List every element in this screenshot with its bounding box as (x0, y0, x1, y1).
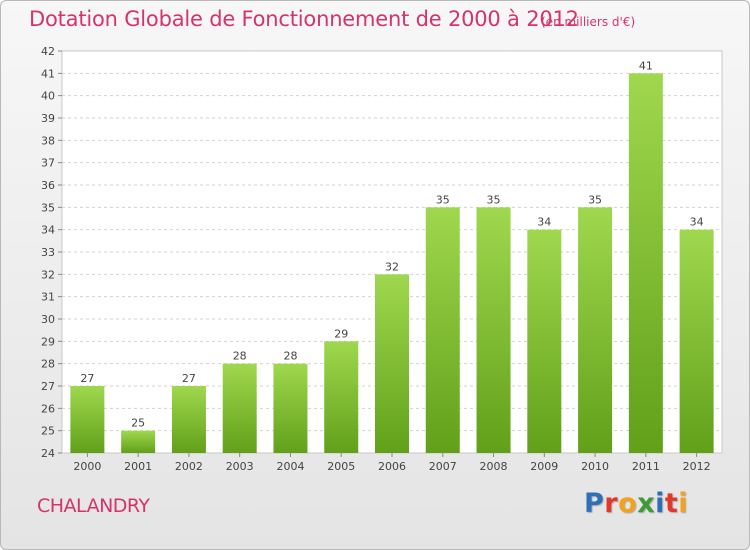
chart-title: Dotation Globale de Fonctionnement de 20… (29, 7, 579, 31)
bars: 27 25 27 28 28 29 32 35 35 34 35 41 34 (70, 59, 714, 453)
y-tick-label: 32 (41, 268, 55, 281)
proxiti-logo: Proxiti (584, 488, 688, 519)
bar (375, 274, 409, 453)
bar (70, 386, 105, 453)
x-tick-label: 2001 (124, 460, 152, 473)
logo-letter: t (664, 488, 679, 519)
logo-letter: x (637, 488, 656, 519)
y-tick-label: 29 (41, 335, 55, 348)
commune-name: CHALANDRY (37, 495, 150, 517)
data-label: 41 (639, 59, 653, 72)
bar (527, 229, 562, 453)
data-label: 29 (334, 327, 348, 340)
bar (476, 207, 511, 453)
bar (578, 207, 613, 453)
x-tick-label: 2005 (327, 460, 355, 473)
bar (425, 207, 460, 453)
y-tick-label: 37 (41, 157, 55, 170)
bar (628, 73, 663, 453)
y-tick-label: 36 (41, 179, 55, 192)
x-tick-label: 2004 (276, 460, 304, 473)
y-tick-label: 33 (41, 246, 55, 259)
data-label: 32 (385, 260, 399, 273)
bar (273, 363, 308, 453)
y-tick-label: 28 (41, 358, 55, 371)
data-label: 27 (80, 372, 94, 385)
x-tick-label: 2002 (175, 460, 203, 473)
y-tick-label: 30 (41, 313, 55, 326)
data-label: 35 (487, 193, 501, 206)
data-label: 28 (233, 350, 247, 363)
data-label: 27 (182, 372, 196, 385)
logo-letter: r (604, 488, 619, 519)
x-tick-label: 2008 (480, 460, 508, 473)
data-label: 28 (283, 350, 297, 363)
data-label: 35 (436, 193, 450, 206)
y-tick-label: 27 (41, 380, 55, 393)
y-tick-label: 31 (41, 291, 55, 304)
data-label: 35 (588, 193, 602, 206)
x-tick-label: 2000 (73, 460, 101, 473)
data-label: 25 (131, 417, 145, 430)
bar (121, 430, 156, 453)
x-tick-label: 2006 (378, 460, 406, 473)
y-axis: 24 25 26 27 28 29 30 31 32 33 34 35 36 37 38 39 40 41 42 (41, 45, 62, 460)
y-tick-label: 26 (41, 402, 55, 415)
y-tick-label: 40 (41, 90, 55, 103)
x-tick-label: 2011 (632, 460, 660, 473)
x-tick-label: 2010 (581, 460, 609, 473)
x-axis: 2000 2001 2002 2003 2004 2005 2006 2007 2008 2009… (73, 453, 711, 473)
y-tick-label: 39 (41, 112, 55, 125)
y-tick-label: 25 (41, 425, 55, 438)
logo-letter: i (678, 488, 689, 519)
bar (324, 341, 359, 453)
logo-letter: o (618, 488, 638, 519)
chart-subtitle: (en milliers d'€) (541, 15, 636, 29)
y-tick-label: 35 (41, 201, 55, 214)
y-tick-label: 41 (41, 67, 55, 80)
logo-letter: i (655, 488, 665, 519)
data-label: 34 (690, 216, 704, 229)
bar (679, 229, 714, 453)
y-tick-label: 38 (41, 134, 55, 147)
data-label: 34 (537, 216, 551, 229)
x-tick-label: 2007 (429, 460, 457, 473)
x-tick-label: 2003 (226, 460, 254, 473)
logo-letter: P (584, 488, 605, 519)
y-tick-label: 24 (41, 447, 55, 460)
x-tick-label: 2009 (530, 460, 558, 473)
y-tick-label: 34 (41, 224, 55, 237)
bar (222, 363, 257, 453)
bar (171, 386, 206, 453)
x-tick-label: 2012 (683, 460, 711, 473)
y-tick-label: 42 (41, 45, 55, 58)
